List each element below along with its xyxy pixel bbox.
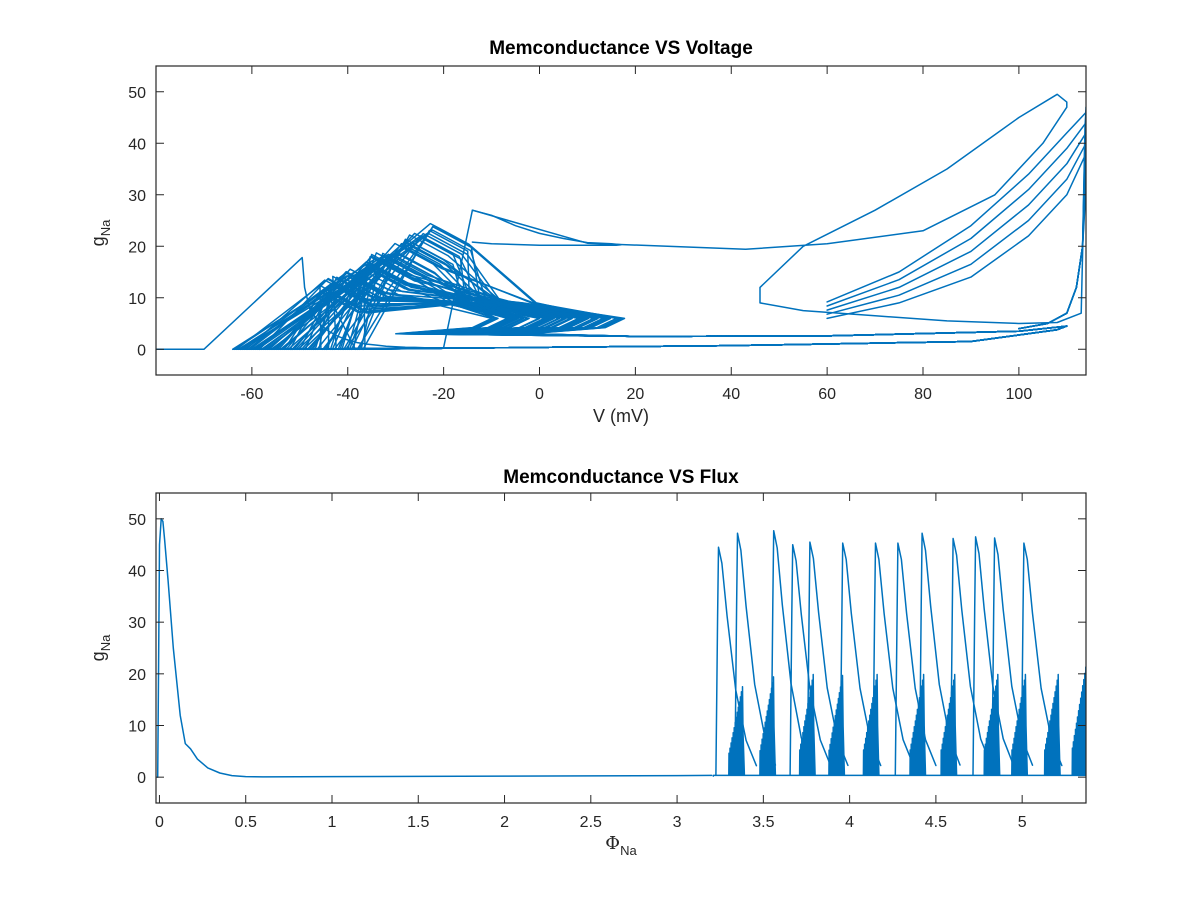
flux-chart-y-label: gNa: [88, 634, 113, 661]
flux-chart-spike: [770, 529, 813, 776]
voltage-chart-x-tick-label: 100: [1006, 386, 1033, 403]
flux-chart-y-tick-label: 50: [128, 512, 146, 529]
flux-chart-x-tick-label: 5: [1018, 814, 1027, 831]
flux-chart-y-tick-label: 20: [128, 667, 146, 684]
voltage-chart-traces: [156, 93, 1086, 351]
flux-chart-y-tick-label: 40: [128, 564, 146, 581]
voltage-chart-y-tick-label: 40: [128, 136, 146, 153]
flux-chart-y-tick-label: 0: [137, 770, 146, 787]
flux-chart-x-label-main: Φ: [605, 833, 620, 854]
flux-chart-y-tick-label: 10: [128, 719, 146, 736]
voltage-chart-edge-rise: [1018, 109, 1086, 330]
voltage-chart-diagonal-band: [826, 142, 1086, 315]
voltage-chart-x-label: V (mV): [593, 406, 649, 426]
flux-chart-burst-spike: [841, 674, 846, 776]
voltage-chart-y-tick-label: 50: [128, 85, 146, 102]
flux-chart-burst-spike: [1024, 673, 1029, 776]
flux-chart-burst-spike: [922, 673, 927, 776]
voltage-chart-y-label: gNa: [88, 219, 113, 246]
flux-chart-burst-spike: [1057, 673, 1061, 776]
flux-chart-burst-spike: [812, 673, 816, 776]
voltage-chart-diagonal-band: [826, 111, 1086, 303]
flux-chart-spike: [789, 543, 832, 776]
flux-chart-x-tick-label: 3: [673, 814, 682, 831]
flux-chart-x-tick-label: 3.5: [752, 814, 774, 831]
voltage-chart-y-label-main: g: [88, 236, 108, 246]
flux-chart-plot-area: [156, 518, 1086, 778]
flux-chart-frame: [155, 492, 1087, 804]
voltage-chart-x-tick-label: -60: [240, 386, 263, 403]
voltage-chart-diagonal-band: [826, 121, 1086, 307]
voltage-chart-y-tick-label: 20: [128, 239, 146, 256]
flux-chart-x-label-sub: Na: [620, 843, 637, 858]
voltage-chart-x-tick-label: 40: [722, 386, 740, 403]
flux-chart-spike: [734, 532, 777, 776]
flux-chart-x-tick-label: 4: [845, 814, 854, 831]
voltage-chart-title: Memconductance VS Voltage: [489, 38, 753, 59]
flux-chart-burst-spike: [876, 673, 880, 776]
flux-chart-baseline: [712, 774, 1086, 777]
voltage-chart-series-line: [471, 93, 1086, 325]
voltage-chart-spike-loop: [362, 270, 1068, 351]
voltage-chart-y-label-sub: Na: [98, 219, 113, 236]
voltage-chart-frame: [155, 65, 1087, 376]
flux-chart-x-tick-label: 2.5: [580, 814, 602, 831]
voltage-chart-diagonal-band: [826, 152, 1086, 320]
flux-chart-title: Memconductance VS Flux: [503, 467, 739, 488]
flux-chart-y-label-main: g: [88, 651, 108, 661]
flux-chart-x-tick-label: 2: [500, 814, 509, 831]
flux-chart-traces: [156, 518, 1086, 778]
flux-chart-burst-spike: [741, 685, 746, 776]
voltage-chart-y-tick-label: 0: [137, 342, 146, 359]
flux-chart-series-line: [156, 518, 713, 778]
voltage-chart-x-tick-label: -20: [432, 386, 455, 403]
voltage-chart-y-tick-label: 30: [128, 188, 146, 205]
flux-chart-burst-spike: [996, 673, 1001, 776]
flux-chart-x-tick-label: 0: [155, 814, 164, 831]
voltage-chart-y-tick-label: 10: [128, 291, 146, 308]
flux-chart-y-label-sub: Na: [98, 634, 113, 651]
voltage-chart-x-tick-label: 0: [535, 386, 544, 403]
flux-chart-burst-spike: [772, 676, 777, 776]
flux-chart-x-tick-label: 4.5: [925, 814, 947, 831]
flux-chart-x-tick-label: 1.5: [407, 814, 429, 831]
voltage-chart-x-tick-label: -40: [336, 386, 359, 403]
voltage-chart-x-tick-label: 60: [818, 386, 836, 403]
flux-chart-y-tick-label: 30: [128, 615, 146, 632]
flux-chart-x-label: ΦNa: [605, 833, 637, 858]
voltage-chart-plot-area: [156, 93, 1086, 351]
flux-chart-spike: [715, 546, 758, 776]
voltage-chart-x-tick-label: 80: [914, 386, 932, 403]
flux-chart: Memconductance VS Flux 0 0.5 1 1.5 2 2.5 3 3.5 4…: [88, 467, 1087, 858]
flux-chart-spike: [872, 542, 915, 776]
voltage-chart: Memconductance VS Voltage -60 -40 -20 0 20 40…: [88, 38, 1087, 426]
voltage-chart-diagonal-band: [826, 132, 1086, 311]
flux-chart-burst-spike: [953, 673, 958, 776]
flux-chart-spike: [972, 536, 1015, 776]
voltage-chart-axes: -60 -40 -20 0 20 40 60 80 100 0 10 20 30 40 50: [128, 66, 1086, 403]
voltage-chart-x-tick-label: 20: [626, 386, 644, 403]
flux-chart-x-tick-label: 0.5: [235, 814, 257, 831]
flux-chart-spike: [949, 537, 992, 776]
flux-chart-x-tick-label: 1: [328, 814, 337, 831]
